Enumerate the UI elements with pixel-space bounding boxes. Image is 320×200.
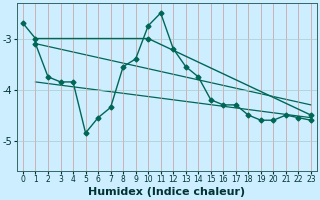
X-axis label: Humidex (Indice chaleur): Humidex (Indice chaleur) [88, 187, 245, 197]
